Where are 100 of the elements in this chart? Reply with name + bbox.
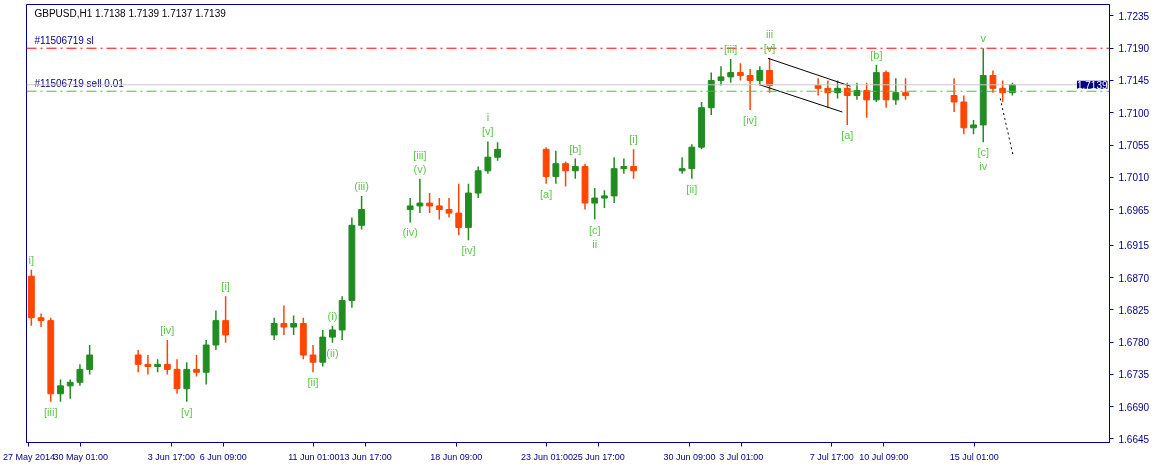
candlestick	[678, 156, 686, 175]
y-tick-label: 1.6645	[1118, 433, 1150, 445]
y-tick-label: 1.6690	[1118, 401, 1150, 413]
candlestick	[445, 197, 453, 219]
candlestick	[746, 68, 754, 111]
candlestick	[620, 157, 628, 175]
candlestick	[630, 148, 637, 180]
x-tick-label: 7 Jul 17:00	[809, 451, 854, 462]
candlestick	[193, 354, 200, 378]
x-tick-label: 6 Jun 09:00	[199, 451, 247, 462]
x-tick-label: 10 Jul 09:00	[859, 451, 909, 462]
x-tick-label: 18 Jun 09:00	[430, 451, 483, 462]
annotation: ii	[592, 237, 598, 250]
annotation: [i]	[629, 133, 638, 146]
candlestick	[280, 304, 288, 336]
candlestick	[892, 77, 900, 106]
annotation: [iv]	[461, 244, 476, 257]
annotation: [v]	[482, 125, 494, 138]
candlestick	[756, 65, 764, 87]
annotation: v	[980, 32, 987, 45]
candlestick	[76, 363, 84, 387]
y-tick-label: 1.6825	[1118, 304, 1150, 316]
annotation: (i)	[327, 309, 338, 322]
y-tick-label: 1.7010	[1118, 172, 1150, 184]
ref-line-label: #11506719 sell 0.01	[34, 78, 125, 90]
chart-title: GBPUSD,H1 1.7138 1.7139 1.7137 1.7139	[34, 7, 227, 19]
annotation: [a]	[540, 187, 553, 200]
y-tick-label: 1.7235	[1118, 10, 1150, 22]
x-tick-label: 25 Jun 17:00	[572, 451, 625, 462]
annotation: (iii)	[354, 179, 369, 192]
candlestick	[406, 197, 414, 224]
candlestick	[552, 149, 560, 185]
ref-line-label: 1.7139	[1076, 79, 1108, 91]
annotation: [c]	[977, 146, 990, 159]
y-tick-label: 1.6870	[1118, 272, 1150, 284]
x-tick-label: 27 May 2014	[2, 451, 55, 462]
candlestick	[717, 65, 725, 87]
ref-line-label: #11506719 sl	[34, 35, 94, 47]
x-tick-label: 23 Jun 01:00	[520, 451, 573, 462]
candlestick	[814, 77, 822, 97]
y-tick-label: 1.6780	[1118, 337, 1150, 349]
candlestick	[591, 187, 599, 221]
candlestick	[766, 57, 773, 94]
y-tick-label: 1.6965	[1118, 204, 1150, 216]
annotation: [b]	[870, 48, 883, 61]
candlestick	[37, 312, 45, 328]
annotation: [ii]	[307, 376, 319, 389]
y-tick-label: 1.7190	[1118, 43, 1150, 55]
y-tick-label: 1.6735	[1118, 369, 1150, 381]
x-tick-label: 3 Jul 01:00	[719, 451, 764, 462]
candlestick	[843, 81, 851, 126]
annotation: (v)	[413, 162, 427, 175]
candlestick	[290, 314, 298, 336]
candlestick	[863, 81, 871, 119]
candlestick	[902, 77, 909, 101]
candlestick	[426, 192, 433, 214]
annotation: [c]	[588, 223, 601, 236]
annotation: i]	[28, 253, 35, 266]
candlestick	[435, 197, 443, 221]
candlestick	[270, 317, 278, 341]
candlestick	[134, 349, 142, 373]
candlestick	[66, 378, 74, 400]
annotation: (ii)	[326, 346, 339, 359]
annotation: [ii]	[686, 182, 698, 195]
candlestick	[727, 58, 735, 84]
y-tick-label: 1.7100	[1118, 107, 1150, 119]
candlestick	[562, 160, 569, 188]
annotation: [v]	[180, 405, 193, 418]
annotation: iv	[979, 160, 988, 173]
candlestick	[222, 295, 230, 344]
candlestick	[57, 378, 64, 403]
candlestick	[163, 339, 171, 376]
candlestick	[358, 195, 366, 231]
candlestick	[86, 344, 94, 376]
candlestick	[173, 358, 181, 395]
annotation: [iv]	[743, 113, 758, 126]
annotation: (iv)	[402, 226, 418, 239]
annotation: [i]	[221, 280, 230, 293]
annotation: [iii]	[44, 405, 58, 418]
x-tick-label: 3 Jun 17:00	[147, 451, 195, 462]
candlestick	[484, 140, 492, 175]
candlestick	[571, 157, 579, 180]
y-tick-label: 1.6915	[1118, 240, 1150, 252]
annotation: [b]	[569, 142, 582, 155]
candlestick	[144, 354, 152, 376]
x-tick-label: 11 Jun 01:00	[288, 451, 340, 462]
x-tick-label: 30 May 01:00	[53, 451, 109, 462]
annotation: iii	[765, 28, 774, 41]
candlestick	[309, 344, 317, 373]
annotation: [iv]	[160, 323, 175, 336]
candlestick	[183, 361, 191, 403]
candlestick	[999, 79, 1007, 103]
candlestick	[688, 143, 696, 180]
annotation: [a]	[841, 128, 854, 141]
x-tick-label: 13 Jun 17:00	[339, 451, 392, 462]
x-tick-label: 15 Jul 01:00	[949, 451, 999, 462]
candlestick	[950, 77, 958, 113]
annotation: [iii]	[413, 148, 427, 161]
y-tick-label: 1.7055	[1118, 140, 1150, 151]
candlestick	[455, 182, 463, 237]
